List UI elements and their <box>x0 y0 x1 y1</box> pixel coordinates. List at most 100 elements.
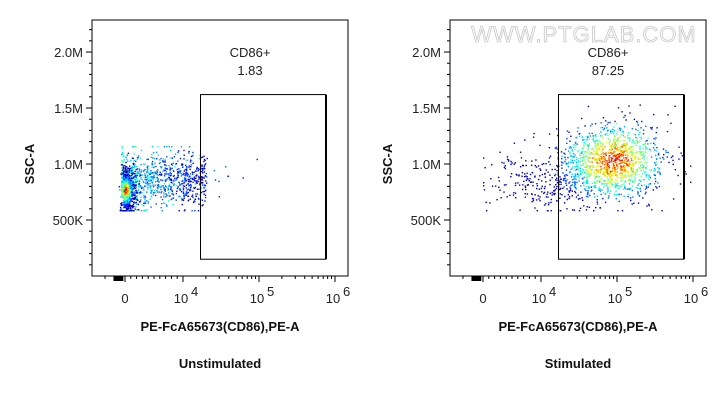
event-dot <box>177 160 179 162</box>
event-dot <box>159 171 161 174</box>
event-dot <box>579 173 582 175</box>
event-dot <box>121 172 123 174</box>
event-dot <box>599 170 602 172</box>
event-dot <box>627 163 629 165</box>
event-dot <box>124 173 126 176</box>
event-dot <box>185 171 187 174</box>
event-dot <box>489 202 491 204</box>
event-dot <box>601 146 603 148</box>
event-dot <box>153 175 155 177</box>
event-dot <box>619 127 621 129</box>
event-dot <box>681 155 683 157</box>
event-dot <box>146 209 149 211</box>
event-dot <box>127 194 129 197</box>
event-dot <box>649 176 652 179</box>
event-dot <box>501 161 503 164</box>
event-dot <box>568 161 570 163</box>
event-dot <box>159 159 161 161</box>
event-dot <box>163 182 166 185</box>
event-dot <box>182 192 185 195</box>
event-dot <box>600 156 603 158</box>
event-dot <box>573 178 575 180</box>
event-dot <box>135 180 137 182</box>
event-dot <box>610 150 612 152</box>
event-dot <box>137 157 139 159</box>
event-dot <box>621 131 623 133</box>
event-dot <box>159 173 161 176</box>
event-dot <box>165 168 167 170</box>
event-dot <box>623 140 626 142</box>
event-dot <box>176 187 179 190</box>
event-dot <box>483 185 485 187</box>
event-dot <box>599 155 601 158</box>
event-dot <box>638 173 641 176</box>
event-dot <box>583 181 585 183</box>
event-dot <box>612 166 614 168</box>
event-dot <box>625 157 627 159</box>
event-dot <box>627 151 629 153</box>
event-dot <box>190 165 192 168</box>
event-dot <box>166 168 169 170</box>
event-dot <box>566 142 568 144</box>
event-dot <box>588 160 590 162</box>
event-dot <box>582 182 584 184</box>
event-dot <box>193 178 195 180</box>
event-dot <box>621 184 623 186</box>
event-dot <box>563 202 566 204</box>
event-dot <box>625 150 627 152</box>
event-dot <box>631 152 633 154</box>
x-tick-label: 10 <box>326 291 340 306</box>
event-dot <box>564 148 567 150</box>
event-dot <box>645 161 648 164</box>
event-dot <box>121 202 123 204</box>
event-dot <box>576 156 578 159</box>
event-dot <box>142 205 145 207</box>
event-dot <box>644 171 646 174</box>
event-dot <box>162 185 164 187</box>
event-dot <box>650 127 652 129</box>
event-dot <box>609 152 611 155</box>
event-dot <box>604 173 607 176</box>
event-dot <box>609 121 611 124</box>
event-dot <box>177 151 179 154</box>
event-dot <box>134 195 136 197</box>
event-dot <box>615 144 617 146</box>
event-dot <box>677 174 679 177</box>
event-dot <box>170 186 172 189</box>
event-dot <box>591 169 593 171</box>
event-dot <box>540 187 543 190</box>
event-dot <box>633 172 635 174</box>
event-dot <box>590 186 592 188</box>
event-dot <box>629 176 631 178</box>
event-dot <box>605 183 607 185</box>
event-dot <box>579 170 581 172</box>
event-dot <box>181 164 183 166</box>
event-dot <box>587 152 589 154</box>
event-dot <box>525 179 528 182</box>
event-dot <box>165 173 168 175</box>
event-dot <box>193 177 196 180</box>
event-dot <box>153 190 156 192</box>
event-dot <box>614 145 616 148</box>
event-dot <box>198 176 200 179</box>
event-dot <box>121 177 123 179</box>
event-dot <box>553 186 555 188</box>
event-dot <box>573 156 575 158</box>
event-dot <box>172 203 174 206</box>
event-dot <box>604 153 606 155</box>
event-dot <box>129 210 131 212</box>
event-dot <box>621 145 623 147</box>
event-dot <box>152 176 154 178</box>
event-dot <box>646 147 648 150</box>
event-dot <box>574 141 577 144</box>
event-dot <box>627 195 629 198</box>
event-dot <box>611 170 613 172</box>
event-dot <box>625 119 627 121</box>
event-dot <box>654 174 656 177</box>
event-dot <box>618 193 620 196</box>
event-dot <box>643 144 645 146</box>
event-dot <box>132 186 134 188</box>
event-dot <box>206 157 208 160</box>
event-dot <box>123 175 126 178</box>
event-dot <box>146 184 148 186</box>
